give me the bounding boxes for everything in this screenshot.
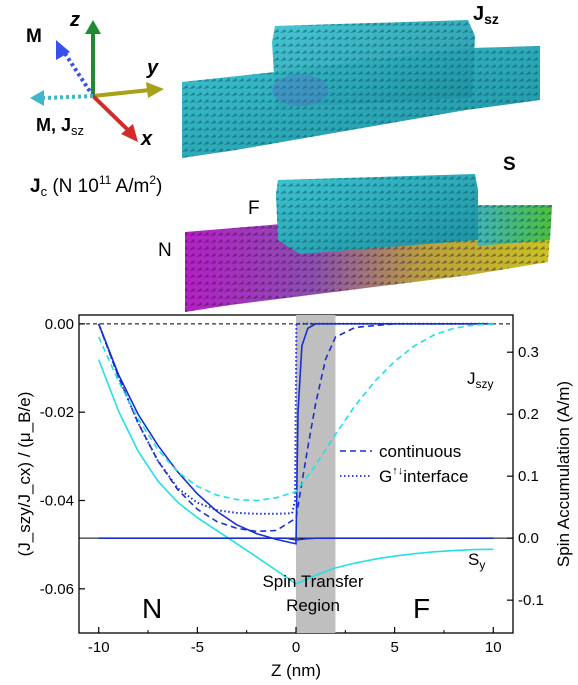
y-left-tick-label: 0.00: [45, 316, 74, 333]
jc-main: J: [30, 176, 41, 197]
legend-interface-main: G: [379, 467, 392, 486]
spin-transfer-label-2: Region: [286, 596, 340, 615]
m-js-label-sub: sz: [71, 123, 84, 138]
coordinate-triad: z y x M M, Jsz: [26, 9, 164, 150]
f-label: F: [248, 198, 260, 219]
y-axis-label: y: [146, 57, 159, 79]
y-right-tick-label: 0.3: [518, 344, 539, 361]
s-block-f-texture: [276, 174, 478, 254]
jsz-block-raised-texture: [272, 20, 475, 108]
jsz-vector-field: [182, 20, 540, 158]
s-block-green-texture: [478, 205, 552, 246]
x-tick-label: 10: [485, 639, 502, 656]
y-axis-right-title: Spin Accumulation (A/m): [554, 381, 573, 567]
curve-label-jszy: Jszy: [467, 369, 494, 391]
legend: continuous G↑↓interface: [340, 442, 468, 486]
legend-interface-rest: interface: [403, 467, 468, 486]
curve-label-sy-main: S: [468, 550, 479, 569]
m-js-label-main: M, J: [36, 115, 71, 135]
spin-current-chart: -10 -5 0 5 10 0.00 -0.02 -0.04 -0.06 0.3 0.2 0.1 0.0…: [15, 314, 573, 680]
x-axis-label: x: [140, 128, 153, 150]
y-right-tick-label: -0.1: [518, 592, 544, 609]
x-tick-label: 0: [292, 639, 300, 656]
curve-label-jszy-main: J: [467, 369, 476, 388]
y-right-tick-label: 0.2: [518, 406, 539, 423]
jsz-label-sub: sz: [484, 11, 499, 27]
region-label-f: F: [413, 593, 430, 624]
m-arrowhead: [56, 40, 70, 60]
jc-sub: c: [41, 184, 48, 199]
y-axis-left-title: (J_szy/J_cx) / (μ_B/e): [15, 392, 34, 557]
series-line-dark-solid: [97, 323, 494, 545]
s-label: S: [503, 154, 516, 175]
x-tick-label: 5: [390, 639, 398, 656]
data-series: [97, 322, 494, 585]
m-label: M: [26, 26, 42, 47]
legend-interface-label: G↑↓interface: [379, 465, 468, 486]
series-line-dark-dashed: [97, 323, 494, 533]
legend-interface-sup: ↑↓: [392, 465, 403, 477]
m-vector-arrow: [62, 50, 95, 98]
jsz-label-main: J: [473, 3, 484, 25]
n-label: N: [158, 240, 172, 261]
jc-close: ): [156, 176, 162, 197]
y-left-tick-label: -0.06: [40, 581, 74, 598]
legend-continuous-label: continuous: [379, 442, 461, 461]
y-left-tick-label: -0.02: [40, 404, 74, 421]
x-tick-label: -10: [88, 639, 110, 656]
s-vector-field: [185, 174, 552, 312]
y-axis-arrow: [92, 88, 151, 98]
region-label-n: N: [142, 593, 162, 624]
y-left-tick-label: -0.04: [40, 493, 74, 510]
curve-label-jszy-sub: szy: [476, 377, 494, 391]
x-axis-title: Z (nm): [271, 661, 321, 680]
jc-tail: A/m: [111, 176, 149, 197]
jc-exp2: 2: [149, 173, 156, 187]
axis-ticks: -10 -5 0 5 10 0.00 -0.02 -0.04 -0.06 0.3 0.2 0.1 0.0…: [40, 316, 544, 656]
curve-label-sy-sub: y: [479, 558, 485, 572]
jc-rest: (N 10: [47, 176, 99, 197]
curve-label-sy: Sy: [468, 550, 485, 572]
series-line-cyan-dashed: [97, 323, 494, 502]
jc-exp: 11: [99, 173, 112, 187]
spin-transfer-label-1: Spin Transfer: [262, 572, 363, 591]
y-arrowhead: [146, 82, 164, 98]
z-arrowhead: [85, 20, 101, 34]
jc-caption: Jc (N 1011 A/m2): [30, 173, 162, 199]
series-line-dark-solid: [98, 537, 494, 541]
x-tick-label: -5: [191, 639, 204, 656]
x-axis-arrow: [91, 94, 130, 132]
y-right-tick-label: 0.0: [518, 530, 539, 547]
m-js-arrowhead: [30, 90, 44, 106]
m-js-label: M, Jsz: [36, 115, 84, 138]
y-right-tick-label: 0.1: [518, 468, 539, 485]
m-js-vector-arrow: [43, 94, 94, 100]
series-line-cyan-solid: [97, 359, 494, 585]
x-arrowhead: [121, 124, 138, 142]
z-axis-label: z: [69, 9, 80, 31]
jsz-block-highlight: [272, 74, 328, 106]
jsz-label: Jsz: [473, 3, 499, 27]
